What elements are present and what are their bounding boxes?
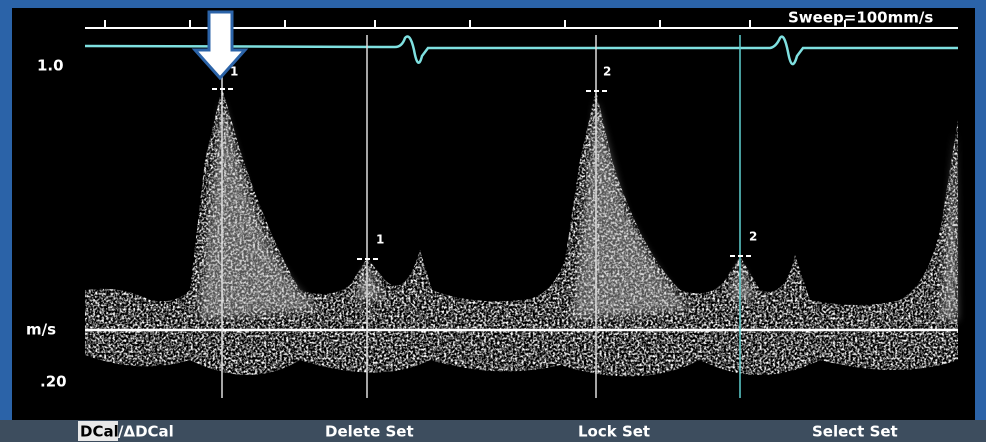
- marker-label: 1: [376, 233, 384, 247]
- marker-label: 2: [603, 65, 611, 79]
- softkey[interactable]: DCal: [80, 423, 119, 441]
- sweep-label: Sweep=100mm/s: [788, 9, 933, 27]
- page: Sweep=100mm/s 1 2 1 2 1.0 m/s .20 DCal /…: [0, 0, 986, 442]
- scale-bottom: .20: [40, 373, 67, 391]
- softkey[interactable]: /ΔDCal: [118, 423, 174, 441]
- scale-unit: m/s: [26, 321, 56, 339]
- ultrasound-screen: Sweep=100mm/s 1 2 1 2 1.0 m/s .20 DCal /…: [0, 0, 986, 442]
- scale-top: 1.0: [37, 57, 64, 75]
- marker-label: 2: [749, 230, 757, 244]
- softkey[interactable]: Delete Set: [325, 423, 414, 441]
- softkey[interactable]: Select Set: [812, 423, 898, 441]
- softkey[interactable]: Lock Set: [578, 423, 650, 441]
